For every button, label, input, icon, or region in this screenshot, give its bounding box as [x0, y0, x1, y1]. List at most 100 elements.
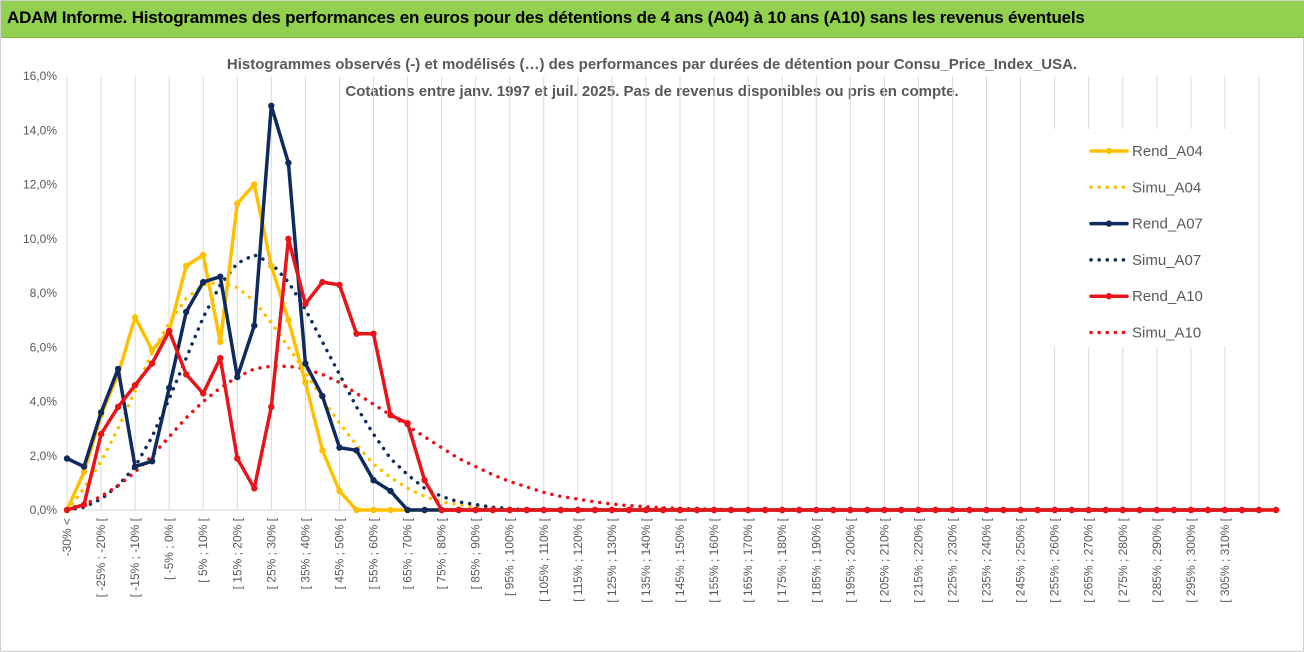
data-point	[353, 330, 360, 337]
x-tick-label: [ 135% ; 140% [	[639, 517, 653, 602]
y-axis-ticks: 0,0% 2,0% 4,0% 6,0% 8,0% 10,0% 12,0% 14,0% 16,0%	[23, 69, 57, 517]
legend-label: Simu_A07	[1132, 252, 1201, 269]
x-tick-label: [ 255% ; 260% [	[1048, 517, 1062, 602]
data-point	[234, 455, 241, 462]
data-point	[404, 506, 411, 514]
x-tick-label: [ 275% ; 280% [	[1116, 517, 1130, 602]
y-tick-label: 12,0%	[23, 178, 57, 192]
x-tick-label: [ 175% ; 180% [	[775, 517, 789, 602]
legend-marker	[1105, 220, 1113, 227]
data-point	[251, 485, 258, 492]
data-point	[114, 365, 122, 373]
data-point	[1238, 506, 1246, 514]
data-point	[1102, 506, 1109, 514]
data-point	[932, 506, 939, 514]
data-point	[1153, 506, 1161, 514]
data-point	[97, 409, 105, 416]
data-point	[217, 354, 224, 362]
data-point	[710, 506, 718, 514]
data-point	[421, 477, 428, 484]
data-point	[183, 262, 190, 270]
x-tick-label: [ 245% ; 250% [	[1014, 517, 1028, 602]
series-simu-a10	[65, 364, 1261, 512]
x-tick-label: [ 145% ; 150% [	[673, 517, 687, 602]
data-point	[251, 322, 258, 329]
legend-box	[1051, 129, 1226, 347]
x-tick-label: [ 215% ; 220% [	[911, 517, 925, 602]
legend-item-simu-a04: Simu_A04	[1089, 179, 1201, 196]
y-tick-label: 6,0%	[30, 340, 58, 354]
data-point	[234, 373, 241, 381]
data-point	[1017, 506, 1024, 514]
data-point	[183, 308, 190, 316]
data-point	[1170, 506, 1178, 514]
data-point	[438, 506, 445, 514]
data-point	[506, 506, 513, 514]
data-point	[200, 278, 207, 286]
data-point	[336, 487, 343, 495]
data-point	[370, 477, 377, 484]
data-point	[472, 506, 479, 514]
data-point	[642, 506, 650, 514]
data-point	[1119, 506, 1127, 514]
data-point	[370, 330, 377, 337]
legend-marker	[1105, 293, 1113, 300]
x-tick-label: [ 265% ; 270% [	[1082, 517, 1096, 602]
x-tick-label: [ 5% ; 10% [	[196, 517, 210, 582]
data-point	[983, 506, 990, 514]
x-tick-label: [ 235% ; 240% [	[980, 517, 994, 602]
data-point	[1136, 506, 1144, 514]
data-point	[234, 200, 241, 207]
data-point	[131, 382, 139, 389]
x-tick-label: [ 155% ; 160% [	[707, 517, 721, 602]
data-point	[114, 403, 122, 411]
x-tick-label: [ 65% ; 70% [	[401, 517, 415, 589]
x-tick-label: [ 25% ; 30% [	[264, 517, 278, 589]
data-point	[557, 506, 564, 514]
series-lines	[63, 102, 1280, 514]
y-tick-label: 14,0%	[23, 123, 57, 137]
x-tick-label: [ -25% ; -20% [	[94, 517, 108, 597]
y-tick-label: 8,0%	[30, 286, 58, 300]
x-tick-label: [ -15% ; -10% [	[128, 517, 142, 597]
data-point	[744, 506, 752, 514]
data-point	[302, 360, 309, 367]
data-point	[830, 506, 837, 514]
data-point	[336, 281, 343, 289]
data-point	[319, 278, 326, 286]
y-tick-label: 0,0%	[30, 503, 58, 517]
legend-item-rend-a04: Rend_A04	[1089, 143, 1203, 160]
x-tick-label: [ 35% ; 40% [	[298, 517, 312, 589]
data-point	[1272, 506, 1280, 514]
data-point	[949, 506, 956, 514]
data-point	[319, 392, 326, 400]
x-tick-label: [ 95% ; 100% [	[503, 517, 517, 596]
legend-label: Rend_A10	[1132, 288, 1203, 305]
data-point	[268, 262, 275, 270]
x-tick-label: [ 45% ; 50% [	[332, 517, 346, 589]
data-point	[455, 506, 462, 514]
data-point	[80, 468, 88, 476]
data-point	[1221, 506, 1229, 514]
x-tick-label: [ 305% ; 310% [	[1218, 517, 1232, 602]
data-point	[200, 251, 207, 259]
data-point	[131, 314, 139, 321]
data-point	[166, 327, 173, 335]
data-point	[421, 506, 428, 514]
data-point	[370, 506, 377, 514]
x-tick-label: [ 105% ; 110% [	[537, 517, 551, 601]
y-tick-label: 4,0%	[30, 395, 58, 409]
legend-marker	[1105, 147, 1113, 155]
x-tick-label: [ 195% ; 200% [	[843, 517, 857, 602]
legend-item-simu-a10: Simu_A10	[1089, 325, 1201, 342]
data-point	[1068, 506, 1075, 514]
legend-item-simu-a07: Simu_A07	[1089, 252, 1201, 269]
data-point	[285, 316, 292, 324]
data-point	[80, 501, 88, 508]
data-point	[285, 235, 292, 242]
x-tick-label: [ 285% ; 290% [	[1150, 517, 1164, 602]
data-point	[148, 346, 156, 354]
x-tick-label: [ 165% ; 170% [	[741, 517, 755, 602]
legend-item-rend-a10: Rend_A10	[1089, 288, 1203, 305]
y-tick-label: 10,0%	[23, 232, 57, 246]
